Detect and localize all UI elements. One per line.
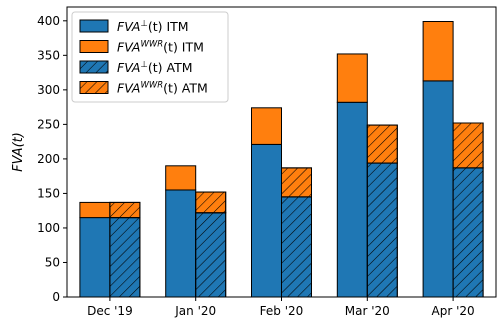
bar-hatch-atm-seg0-0 [109,217,141,298]
bar-itm-seg0-1 [165,189,197,298]
legend-swatch-hatch-3 [79,81,109,94]
bar-itm-seg1-0 [79,201,111,219]
bar-hatch-atm-seg0-2 [281,196,312,298]
x-axis: Dec '19 Jan '20 Feb '20 Mar '20 Apr '20 [87,297,475,318]
bar-hatch-atm-seg1-3 [366,124,398,164]
y-axis-title: FVA(t) [11,132,26,172]
legend-label-3: FVAWWR(t) ATM [117,81,208,96]
x-tick-label-0: Dec '19 [87,304,133,318]
y-tick-label-3: 150 [37,186,60,200]
x-tick-label-2: Feb '20 [260,304,304,318]
y-tick-label-8: 400 [37,14,60,28]
bar-hatch-atm-seg0-3 [366,162,398,298]
y-tick-label-4: 200 [37,152,60,166]
bar-hatch-atm-seg1-0 [109,201,141,219]
x-tick-label-3: Mar '20 [345,304,390,318]
legend-swatch-0 [79,19,109,33]
bar-hatch-atm-seg0-1 [195,212,227,298]
bar-itm-seg0-3 [336,101,368,298]
bar-itm-seg0-4 [422,80,454,298]
legend-label-2: FVA⊥(t) ATM [117,60,193,75]
y-tick-label-1: 50 [45,255,60,269]
y-axis: 0 50 100 150 200 250 300 350 400 [37,14,67,304]
bars-layer [79,21,484,298]
bar-itm-seg1-3 [336,53,368,103]
bar-itm-seg1-2 [251,107,282,145]
legend-swatch-hatch-2 [79,60,109,74]
bar-hatch-atm-seg0-4 [452,167,484,298]
legend-swatch-1 [79,40,109,53]
y-tick-label-0: 0 [52,290,60,304]
bar-hatch-atm-seg1-2 [281,167,312,198]
legend-box [71,11,229,103]
bar-itm-seg1-4 [422,21,454,82]
x-tick-label-1: Jan '20 [174,304,216,318]
legend-label-0: FVA⊥(t) ITM [117,19,189,34]
y-tick-label-7: 350 [37,48,60,62]
y-tick-label-2: 100 [37,221,60,235]
bar-hatch-atm-seg1-1 [195,191,227,214]
bar-itm-seg0-2 [251,143,282,298]
y-tick-label-5: 250 [37,117,60,131]
bar-itm-seg0-0 [79,217,111,298]
bar-itm-seg1-1 [165,165,197,191]
x-tick-label-4: Apr '20 [432,304,475,318]
legend: FVA⊥(t) ITM FVAWWR(t) ITM FVA⊥(t) ATM FVAWW… [71,11,229,103]
legend-label-1: FVAWWR(t) ITM [117,40,204,55]
bar-hatch-atm-seg1-4 [452,122,484,169]
y-tick-label-6: 300 [37,83,60,97]
